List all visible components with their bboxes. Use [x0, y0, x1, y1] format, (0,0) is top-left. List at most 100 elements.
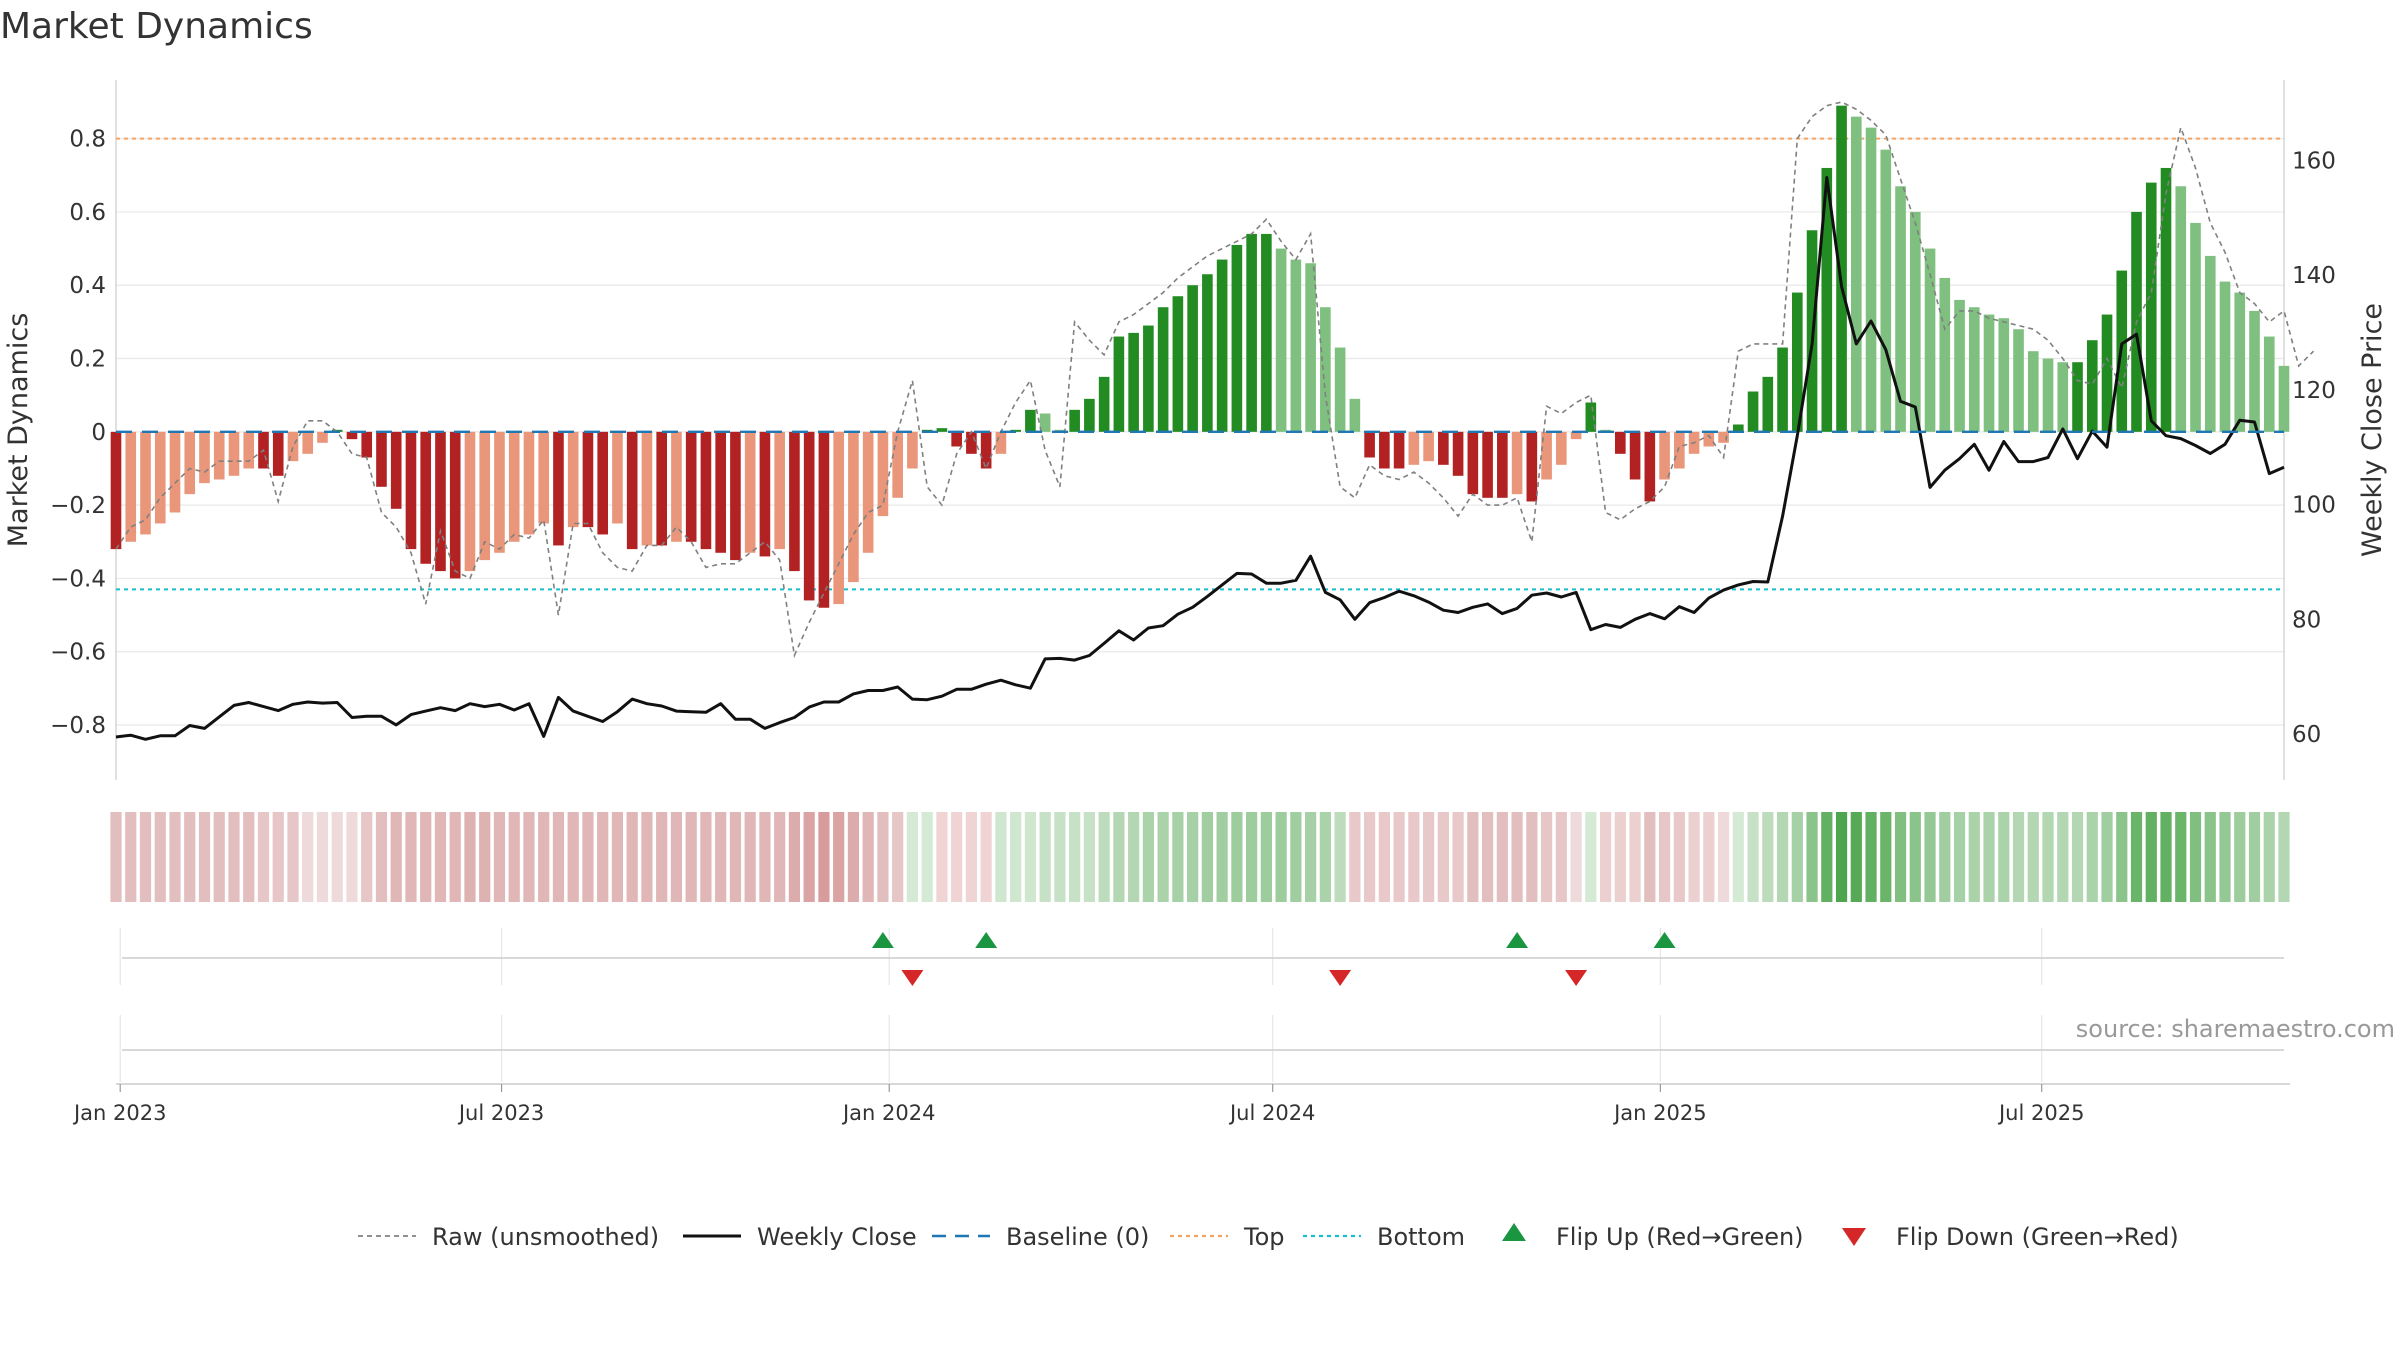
bar	[1039, 413, 1051, 432]
bar	[1187, 285, 1198, 432]
strip-cell	[1939, 812, 1951, 902]
bar	[125, 431, 137, 542]
bar	[1644, 431, 1656, 502]
strip-cell	[921, 812, 933, 902]
strip-cell	[877, 812, 889, 902]
x-tick-label: Jul 2024	[1228, 1101, 1315, 1125]
bar	[715, 431, 726, 553]
strip-cell	[862, 812, 874, 902]
strip-cell	[1953, 812, 1966, 902]
x-tick-label: Jul 2023	[457, 1101, 544, 1125]
y2-tick-label: 100	[2292, 493, 2336, 519]
strip-cell	[611, 812, 624, 902]
strip-cell	[1673, 812, 1685, 902]
strip-cell	[951, 812, 963, 902]
bar	[2042, 358, 2054, 432]
strip-cell	[1717, 812, 1730, 902]
bar	[1629, 431, 1641, 480]
y-tick-label: 0.2	[69, 347, 106, 373]
strip-cell	[1393, 812, 1405, 902]
close-series	[115, 176, 2285, 741]
bar	[553, 431, 564, 546]
bar	[154, 431, 166, 524]
strip-cell	[2278, 812, 2290, 902]
strip-cell	[936, 812, 948, 902]
strip-cell	[1747, 812, 1759, 902]
bar	[1659, 431, 1670, 480]
bar	[1438, 431, 1449, 465]
bar	[966, 431, 977, 454]
bar	[774, 431, 785, 550]
strip-cell	[1791, 812, 1803, 902]
legend-label: Flip Down (Green→Red)	[1896, 1223, 2179, 1251]
y-tick-label: −0.8	[50, 713, 106, 739]
bar	[862, 431, 874, 553]
bar	[744, 431, 756, 553]
bar	[2204, 255, 2216, 432]
strip-cell	[906, 812, 919, 902]
bar	[1497, 431, 1508, 498]
strip-cell	[272, 812, 284, 902]
bar	[2190, 222, 2201, 432]
strip-cell	[449, 812, 461, 902]
bar	[1098, 376, 1110, 432]
strip-cell	[1305, 812, 1317, 902]
bar	[1423, 431, 1434, 462]
strip-cell	[169, 812, 181, 902]
strip-cell	[2086, 812, 2098, 902]
bar	[1777, 347, 1788, 432]
bar	[1084, 398, 1095, 432]
bar	[346, 431, 358, 440]
strip-cell	[1776, 812, 1789, 902]
bar	[759, 431, 771, 557]
legend-label: Flip Up (Red→Green)	[1556, 1223, 1804, 1251]
bar	[626, 431, 638, 550]
bar	[184, 431, 196, 495]
bar	[567, 431, 579, 528]
bar	[833, 431, 844, 605]
bar	[1025, 409, 1036, 432]
strip-cell	[1629, 812, 1641, 902]
strip-cell	[1275, 812, 1287, 902]
y-tick-label: −0.6	[50, 640, 106, 666]
lower-panel	[116, 1015, 2290, 1085]
strip-cell	[464, 812, 476, 902]
strip-cell	[1334, 812, 1346, 902]
bar	[1172, 296, 1184, 432]
strip-cell	[2130, 812, 2143, 902]
strip-cell	[508, 812, 520, 902]
bar	[1674, 431, 1685, 469]
legend-label: Weekly Close	[757, 1223, 917, 1251]
bar	[1467, 431, 1479, 495]
strip-cell	[361, 812, 373, 902]
bar	[2278, 365, 2290, 432]
bar	[228, 431, 240, 476]
strip-cell	[2175, 812, 2187, 902]
strip-cell	[2160, 812, 2172, 902]
bar	[685, 431, 697, 542]
strip-cell	[2204, 812, 2216, 902]
bar	[1482, 431, 1493, 498]
strip-cell	[1364, 812, 1376, 902]
y-tick-label: 0.8	[69, 127, 106, 153]
strip-cell	[965, 812, 978, 902]
bar	[1349, 398, 1361, 432]
bar	[848, 431, 859, 583]
strip-cell	[1983, 812, 1995, 902]
strip-cell	[1850, 812, 1862, 902]
legend-swatch	[1502, 1223, 1526, 1241]
strip-cell	[1585, 812, 1597, 902]
x-axis: Jan 2023 Jul 2023 Jan 2024 Jul 2024 Jan 2025…	[72, 1084, 2084, 1125]
bar	[1143, 325, 1154, 432]
strip-cell	[2248, 812, 2261, 902]
strip-cell	[1216, 812, 1228, 902]
x-tick-label: Jan 2024	[841, 1101, 936, 1125]
strip-cell	[1496, 812, 1508, 902]
strip-cell	[1835, 812, 1848, 902]
bar	[1320, 307, 1331, 432]
strip-cell	[1526, 812, 1538, 902]
strip-cell	[2189, 812, 2202, 902]
bar	[1909, 211, 1921, 432]
bar	[1379, 431, 1390, 469]
